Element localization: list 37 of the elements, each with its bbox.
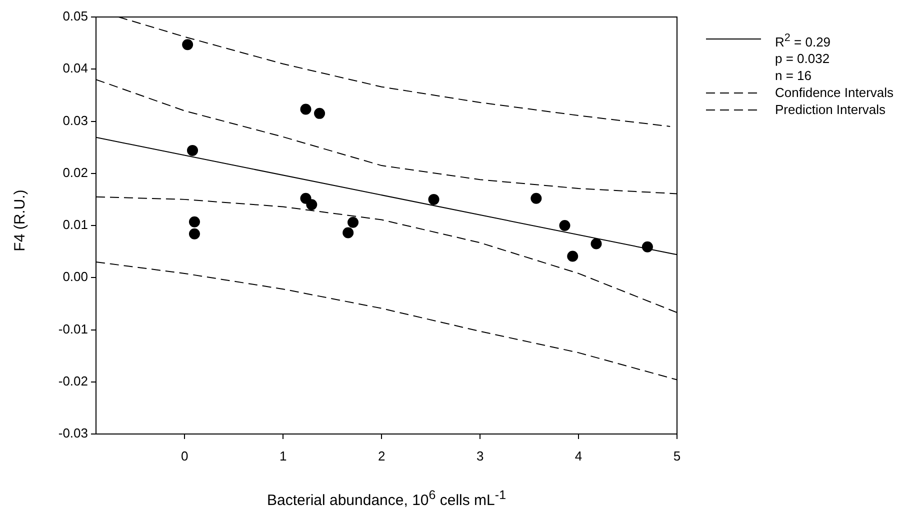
y-tick-label: 0.04	[62, 60, 88, 76]
y-tick-label: -0.03	[58, 426, 88, 441]
x-tick-label: 1	[279, 448, 287, 464]
y-tick-label: 0.02	[62, 164, 88, 180]
point	[182, 39, 194, 50]
point	[187, 144, 198, 156]
y-tick-label: 0.05	[62, 8, 88, 24]
point	[188, 216, 200, 228]
point	[590, 238, 602, 250]
legend-label: Confidence Intervals	[775, 84, 894, 102]
y-tick-label: -0.02	[58, 373, 88, 388]
text: n = 16	[775, 67, 813, 84]
point	[188, 228, 200, 240]
point	[300, 104, 312, 115]
y-tick-label: 0.03	[62, 112, 88, 128]
point	[314, 108, 326, 119]
x-tick-label: 5	[673, 448, 681, 464]
text: p = 0.032	[775, 50, 831, 68]
point	[559, 220, 570, 231]
legend-label: R$^{2}$ = 0.29	[775, 31, 831, 50]
point	[567, 250, 578, 262]
point	[428, 194, 440, 205]
y-tick-label: 0.01	[62, 217, 88, 232]
point	[642, 241, 653, 252]
x-tick-label: 3	[476, 448, 484, 464]
point	[342, 227, 354, 238]
point	[348, 216, 359, 228]
legend-label: Prediction Intervals	[775, 101, 886, 118]
x-tick-label: 0	[181, 448, 188, 464]
x-tick-label: 4	[574, 448, 582, 464]
x-tick-label: 2	[378, 448, 386, 464]
x-axis-title: Bacterial abundance, 10$^{6}$ cells mL$^{-1}$	[266, 488, 508, 509]
y-axis-title: F4 (R.U.)	[12, 188, 28, 254]
point	[306, 199, 318, 210]
point	[530, 192, 542, 204]
y-tick-label: -0.01	[58, 321, 88, 336]
y-tick-label: 0.00	[62, 269, 88, 284]
